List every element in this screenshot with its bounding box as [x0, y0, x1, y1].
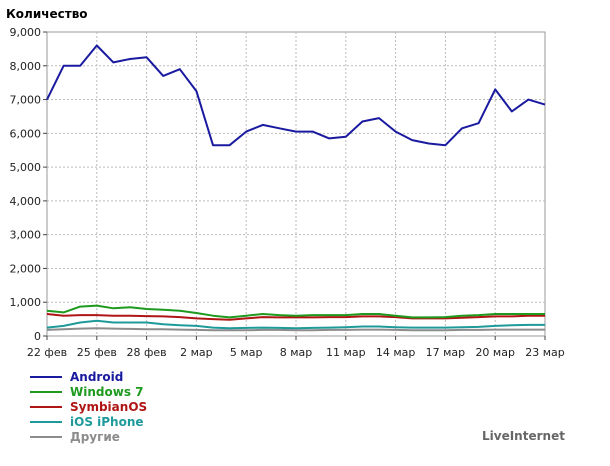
series-line-другие	[46, 327, 545, 332]
x-tick-label: 14 мар	[376, 346, 416, 359]
y-axis-title: Количество	[6, 7, 88, 21]
x-tick-label: 2 мар	[180, 346, 213, 359]
legend-label: SymbianOS	[70, 400, 147, 414]
chart-axes: 0 1,000 2,000 3,000 4,000 5,000 6,000 7,000 8,00…	[10, 26, 565, 359]
y-tick-label: 5,000	[10, 161, 42, 174]
y-tick-label: 9,000	[10, 26, 42, 39]
y-tick-label: 2,000	[10, 262, 42, 275]
series-line-ios-iphone	[46, 319, 545, 330]
x-tick-label: 22 фев	[27, 346, 67, 359]
chart-series	[46, 44, 546, 332]
x-tick-label: 17 мар	[426, 346, 466, 359]
x-tick-label: 11 мар	[326, 346, 366, 359]
legend-label: iOS iPhone	[70, 415, 144, 429]
y-tick-label: 0	[34, 330, 41, 343]
y-tick-label: 7,000	[10, 94, 42, 107]
y-tick-label: 8,000	[10, 60, 42, 73]
x-tick-label: 28 фев	[127, 346, 167, 359]
legend-label: Другие	[70, 430, 120, 444]
series-line-windows-7	[46, 304, 545, 319]
y-tick-label: 3,000	[10, 229, 42, 242]
y-tick-label: 4,000	[10, 195, 42, 208]
x-tick-label: 23 мар	[525, 346, 565, 359]
x-tick-label: 5 мар	[230, 346, 263, 359]
x-tick-label: 20 мар	[475, 346, 515, 359]
chart-grid	[46, 31, 546, 337]
series-line-android	[46, 44, 546, 147]
y-tick-label: 6,000	[10, 127, 42, 140]
legend-label: Android	[70, 370, 123, 384]
x-tick-label: 8 мар	[280, 346, 313, 359]
y-tick-label: 1,000	[10, 296, 42, 309]
series-line-symbianos	[46, 313, 545, 321]
legend-label: Windows 7	[70, 385, 143, 399]
x-tick-label: 25 фев	[77, 346, 117, 359]
brand-label: LiveInternet	[482, 429, 565, 443]
